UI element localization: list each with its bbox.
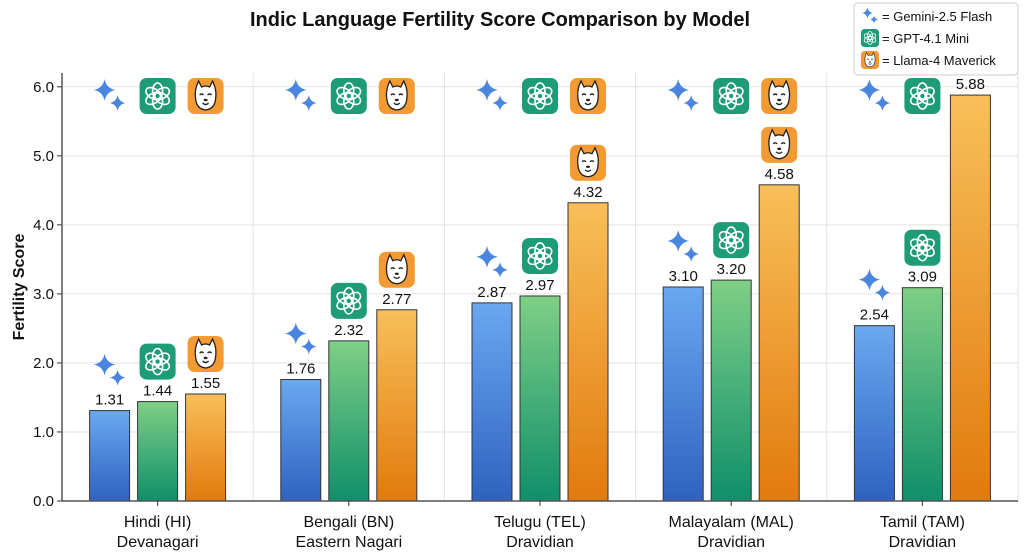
bar-llama-face-4 [949, 94, 991, 502]
llama-face-icon [761, 126, 798, 163]
data-label: 4.58 [765, 166, 794, 183]
data-label: 1.31 [95, 392, 124, 409]
openai-logo-icon [139, 78, 176, 114]
data-label: 3.10 [669, 268, 698, 285]
chart-title: Indic Language Fertility Score Compariso… [250, 9, 750, 31]
bar-llama-face-1 [376, 309, 418, 502]
llama-face-icon [187, 336, 224, 372]
gemini-sparkle-icon [93, 353, 126, 386]
gemini-sparkle-icon [667, 79, 700, 111]
gemini-sparkle-icon [667, 230, 700, 262]
y-tick-label: 6.0 [33, 79, 54, 96]
openai-logo-icon [139, 343, 176, 380]
y-tick-label: 5.0 [33, 148, 54, 165]
bar-gemini-sparkle-1 [280, 379, 322, 502]
legend-box [853, 2, 1019, 76]
gemini-sparkle-icon [858, 268, 891, 301]
gemini-sparkle-icon [476, 79, 508, 111]
bar-llama-face-2 [567, 202, 609, 502]
bar-openai-logo-1 [328, 340, 370, 502]
bar-llama-face-0 [185, 393, 227, 502]
gemini-sparkle-icon [476, 245, 508, 278]
openai-logo-icon [330, 282, 367, 319]
y-tick-label: 1.0 [33, 424, 54, 441]
gemini-sparkle-icon [862, 7, 878, 24]
openai-logo-icon [713, 78, 750, 114]
x-tick-sublabel: Eastern Nagari [295, 534, 402, 551]
llama-face-icon [187, 78, 224, 114]
data-label: 3.20 [717, 261, 746, 278]
openai-logo-icon [904, 78, 941, 114]
legend: = Gemini-2.5 Flash = GPT-4.1 Mini = Llama-… [853, 2, 1019, 76]
data-label: 1.44 [143, 383, 172, 400]
bar-openai-logo-4 [901, 287, 943, 502]
llama-face-icon [378, 78, 415, 114]
openai-logo-icon [904, 229, 941, 266]
legend-label: = GPT-4.1 Mini [882, 31, 969, 46]
x-tick-label: Malayalam (MAL) [669, 514, 794, 531]
data-label: 1.55 [191, 375, 220, 392]
data-label: 2.97 [525, 277, 554, 294]
gemini-sparkle-icon [93, 79, 126, 111]
y-tick-label: 0.0 [33, 493, 54, 510]
legend-label: = Llama-4 Maverick [882, 53, 996, 68]
bar-gemini-sparkle-3 [662, 286, 704, 502]
x-tick-sublabel: Devanagari [117, 534, 199, 551]
legend-label: = Gemini-2.5 Flash [882, 9, 992, 24]
openai-logo-icon [522, 78, 558, 114]
x-tick-sublabel: Dravidian [889, 534, 957, 551]
data-label: 4.32 [573, 184, 602, 201]
bar-gemini-sparkle-0 [89, 410, 131, 502]
bar-gemini-sparkle-2 [471, 302, 513, 502]
llama-face-icon [570, 78, 606, 114]
openai-logo-icon [861, 29, 879, 47]
data-label: 2.77 [382, 291, 411, 308]
llama-face-icon [761, 78, 798, 114]
x-tick-sublabel: Dravidian [506, 534, 574, 551]
gemini-sparkle-icon [858, 79, 891, 111]
gemini-sparkle-icon [284, 322, 317, 355]
bar-gemini-sparkle-4 [853, 325, 895, 502]
bar-openai-logo-0 [137, 401, 179, 502]
y-tick-label: 4.0 [33, 217, 54, 234]
llama-face-icon [378, 251, 415, 288]
bar-openai-logo-3 [710, 279, 752, 502]
data-label: 2.87 [477, 284, 506, 301]
gemini-sparkle-icon [284, 79, 317, 111]
x-tick-label: Tamil (TAM) [880, 514, 965, 531]
x-tick-label: Bengali (BN) [303, 514, 394, 531]
y-tick-label: 2.0 [33, 355, 54, 372]
y-tick-label: 3.0 [33, 286, 54, 303]
data-label: 5.88 [956, 76, 985, 93]
data-label: 1.76 [286, 361, 315, 378]
openai-logo-icon [330, 78, 367, 114]
bar-openai-logo-2 [519, 295, 561, 502]
data-label: 2.32 [334, 322, 363, 339]
x-tick-label: Telugu (TEL) [494, 514, 586, 531]
llama-face-icon [570, 144, 606, 181]
openai-logo-icon [522, 237, 558, 274]
x-tick-label: Hindi (HI) [124, 514, 192, 531]
llama-face-icon [861, 51, 879, 69]
openai-logo-icon [713, 222, 750, 259]
x-tick-sublabel: Dravidian [697, 534, 765, 551]
bar-llama-face-3 [758, 184, 800, 502]
data-label: 3.09 [908, 269, 937, 286]
y-axis-label: Fertility Score [11, 234, 28, 341]
data-label: 2.54 [860, 307, 889, 324]
